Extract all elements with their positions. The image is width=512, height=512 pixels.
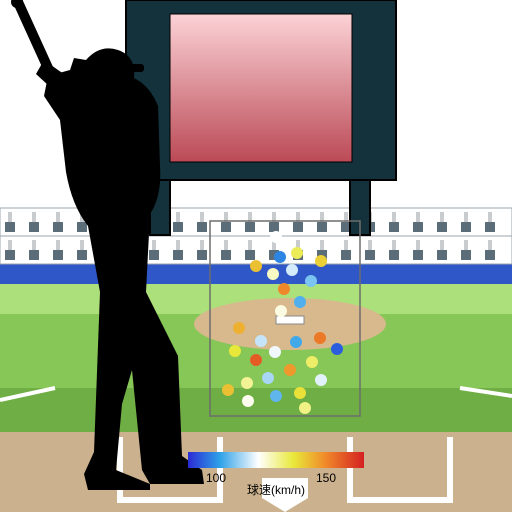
pitch-point: [270, 231, 282, 243]
pitch-point: [284, 364, 296, 376]
pitch-point: [305, 275, 317, 287]
pitch-point: [229, 345, 241, 357]
pitch-point: [274, 251, 286, 263]
pitch-chart: 100 150 球速(km/h): [0, 0, 512, 512]
pitch-point: [242, 395, 254, 407]
rubber: [276, 316, 304, 324]
pitch-point: [250, 260, 262, 272]
pitch-point: [267, 268, 279, 280]
pitch-point: [314, 332, 326, 344]
speed-legend: [188, 452, 364, 468]
pitch-point: [331, 343, 343, 355]
pitch-point: [315, 374, 327, 386]
field-band-2: [0, 388, 512, 432]
pitch-point: [286, 264, 298, 276]
chart-svg: 100 150 球速(km/h): [0, 0, 512, 512]
scoreboard-screen: [170, 14, 352, 162]
pitch-point: [275, 305, 287, 317]
pitch-point: [294, 296, 306, 308]
pitch-point: [299, 402, 311, 414]
pitch-point: [270, 390, 282, 402]
stands-row-1: [0, 236, 512, 264]
pitch-point: [291, 247, 303, 259]
pitch-point: [241, 377, 253, 389]
pitch-point: [315, 255, 327, 267]
pitch-point: [222, 384, 234, 396]
pitch-point: [255, 335, 267, 347]
pitch-point: [290, 336, 302, 348]
pitch-point: [250, 354, 262, 366]
stands-row-0: [0, 208, 512, 236]
legend-tick: 100: [206, 471, 226, 485]
pitch-point: [278, 283, 290, 295]
pitch-point: [306, 356, 318, 368]
pitch-point: [269, 346, 281, 358]
pitch-point: [294, 387, 306, 399]
pitch-point: [233, 322, 245, 334]
pitch-point: [262, 372, 274, 384]
legend-label: 球速(km/h): [247, 483, 305, 497]
legend-tick: 150: [316, 471, 336, 485]
